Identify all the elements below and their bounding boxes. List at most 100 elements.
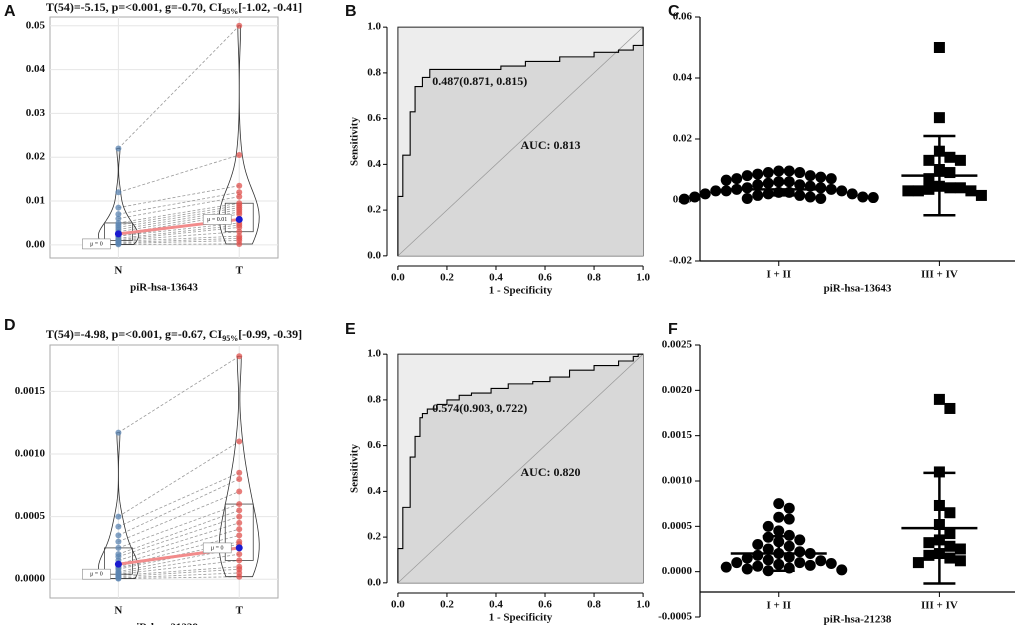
x-tick-label: 1.0 [636, 599, 650, 611]
point [783, 513, 795, 525]
point [236, 476, 243, 483]
error-bar [923, 471, 956, 585]
point [794, 557, 806, 569]
y-tick-label: 0.04 [673, 72, 693, 84]
y-tick-label: 0.0020 [662, 384, 693, 396]
pair-line [118, 522, 240, 561]
point [773, 165, 785, 177]
y-tick-label: 0.06 [673, 11, 693, 23]
point [794, 189, 806, 201]
mean-label: μ = 0 [90, 572, 103, 578]
error-bar [762, 181, 795, 197]
point [944, 167, 956, 179]
y-tick-label: 0.00 [26, 238, 46, 250]
point [236, 228, 243, 235]
point [115, 532, 122, 539]
x-tick-label: 0.0 [391, 599, 405, 611]
y-tick-label: 0.0005 [662, 520, 693, 532]
y-tick-label: 0.2 [367, 204, 381, 216]
x-tick-label: 0.8 [587, 272, 601, 284]
y-tick-label: 0.04 [26, 63, 46, 75]
cutoff-label: 0.487(0.871, 0.815) [432, 74, 527, 88]
point [752, 549, 764, 561]
point [815, 555, 827, 567]
point [752, 560, 764, 572]
point [236, 551, 243, 558]
chart-title: T(54)=-5.15, p=<0.001, g=-0.70, CI95%[-1… [46, 0, 302, 16]
point [933, 42, 945, 53]
y-tick-label: 0.0025 [662, 339, 693, 351]
mean-label-box [82, 568, 111, 580]
point [902, 185, 914, 197]
point [236, 501, 243, 508]
point [923, 154, 935, 166]
x-tick-label: 0.0 [391, 272, 405, 284]
x-axis-label: 1 - Specificity [489, 612, 553, 624]
y-tick-label: 0.0000 [15, 573, 46, 585]
point [236, 519, 243, 526]
y-tick-label: 0.6 [367, 439, 381, 451]
y-tick-label: 1.0 [367, 21, 381, 33]
point [236, 240, 243, 247]
y-tick-label: 0.0010 [15, 447, 46, 459]
category-label: III + IV [921, 269, 958, 281]
point [933, 393, 945, 405]
pair-line [118, 237, 240, 244]
y-tick-label: 0.4 [367, 158, 381, 170]
point [115, 429, 122, 436]
y-tick-label: 0.0005 [15, 510, 46, 522]
pair-line [118, 185, 240, 209]
point [731, 173, 743, 185]
pair-line [118, 576, 240, 579]
panel-letter: D [4, 317, 16, 334]
error-bar [762, 535, 795, 573]
y-tick-label: 0.0000 [662, 565, 693, 577]
point [944, 507, 956, 519]
pair-line [118, 472, 240, 527]
point [975, 189, 987, 201]
point [236, 224, 243, 231]
point [236, 469, 243, 476]
point [836, 564, 848, 576]
point [923, 183, 935, 195]
y-tick-label: -0.0005 [658, 611, 692, 623]
auc-label: AUC: 0.820 [521, 465, 581, 479]
point [825, 558, 837, 570]
y-tick-label: 1.0 [367, 348, 381, 360]
x-tick-label: 0.4 [489, 272, 503, 284]
point [923, 549, 935, 561]
point [710, 185, 722, 197]
point [115, 241, 122, 248]
point [783, 165, 795, 177]
y-tick-label: 0.01 [26, 195, 45, 207]
point [954, 154, 966, 166]
pair-line [118, 509, 240, 555]
pair-line [118, 478, 240, 536]
panel-letter: A [4, 3, 16, 20]
point [954, 555, 966, 567]
mean-label: μ = 0.01 [207, 217, 227, 223]
pair-line [118, 240, 240, 244]
point [236, 532, 243, 539]
mean-label: μ = 0 [211, 545, 224, 551]
point [815, 192, 827, 204]
point [815, 182, 827, 194]
pair-line [118, 560, 240, 575]
title-part: [-1.02, -0.41] [238, 0, 302, 14]
point [236, 353, 243, 360]
panel-letter: B [345, 3, 357, 20]
point [794, 179, 806, 191]
pair-line [118, 209, 240, 230]
category-label: N [114, 265, 122, 277]
y-tick-label: 0.4 [367, 485, 381, 497]
point [115, 215, 122, 222]
point [773, 525, 785, 537]
pair-line [118, 205, 240, 226]
cutoff-label: 0.574(0.903, 0.722) [432, 401, 527, 415]
pair-line [118, 191, 240, 215]
point [794, 546, 806, 558]
point [236, 526, 243, 533]
point [944, 552, 956, 564]
point [794, 167, 806, 179]
